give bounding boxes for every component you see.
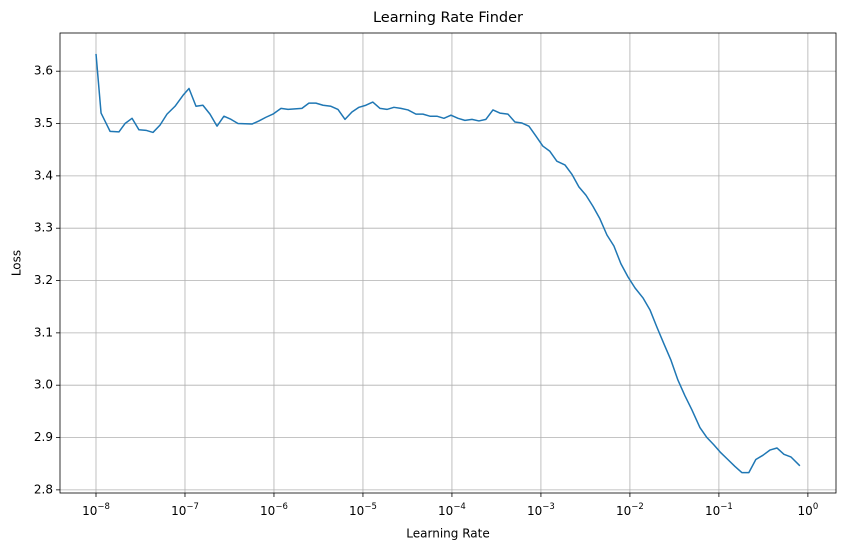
y-tick-label: 3.6: [34, 64, 53, 78]
y-tick-label: 3.5: [34, 116, 53, 130]
y-tick-label: 2.8: [34, 482, 53, 496]
y-axis-label: Loss: [10, 250, 24, 276]
plot-frame: [59, 32, 837, 494]
y-tick-label: 3.3: [34, 221, 53, 235]
x-tick-label: 10−1: [705, 502, 733, 518]
x-tick-label: 100: [798, 502, 819, 518]
chart-title: Learning Rate Finder: [373, 10, 523, 26]
x-tick-label: 10−4: [438, 502, 466, 518]
y-tick-label: 3.1: [34, 325, 53, 339]
y-tick-label: 2.9: [34, 430, 53, 444]
x-axis-label: Learning Rate: [406, 527, 489, 541]
x-tick-label: 10−5: [349, 502, 377, 518]
y-tick-label: 3.4: [34, 168, 53, 182]
x-tick-label: 10−6: [260, 502, 288, 518]
y-tick-label: 3.0: [34, 378, 53, 392]
x-tick-label: 10−7: [171, 502, 199, 518]
x-tick-label: 10−8: [82, 502, 110, 518]
x-tick-label: 10−2: [616, 502, 644, 518]
y-tick-label: 3.2: [34, 273, 53, 287]
loss-line: [95, 53, 801, 474]
x-tick-label: 10−3: [527, 502, 555, 518]
